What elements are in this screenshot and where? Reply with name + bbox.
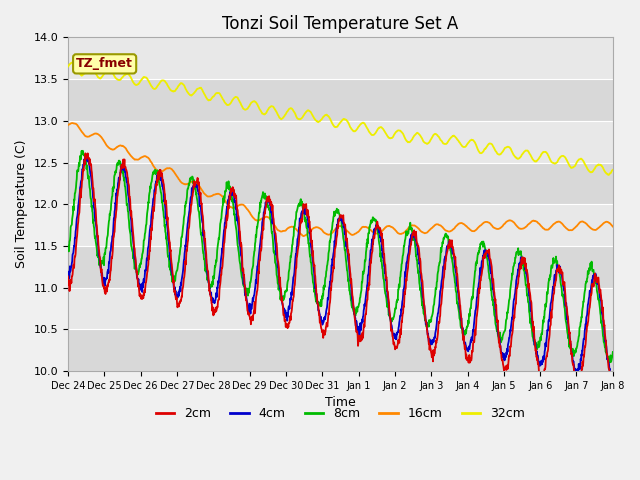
Legend: 2cm, 4cm, 8cm, 16cm, 32cm: 2cm, 4cm, 8cm, 16cm, 32cm	[150, 402, 530, 425]
Y-axis label: Soil Temperature (C): Soil Temperature (C)	[15, 140, 28, 268]
Bar	[68, 163, 613, 204]
Bar	[68, 37, 613, 79]
X-axis label: Time: Time	[325, 396, 356, 409]
Text: TZ_fmet: TZ_fmet	[76, 58, 133, 71]
Title: Tonzi Soil Temperature Set A: Tonzi Soil Temperature Set A	[222, 15, 458, 33]
Bar	[68, 246, 613, 288]
Bar	[68, 288, 613, 329]
Bar	[68, 329, 613, 371]
Bar	[68, 121, 613, 163]
Bar	[68, 79, 613, 121]
Bar	[68, 204, 613, 246]
